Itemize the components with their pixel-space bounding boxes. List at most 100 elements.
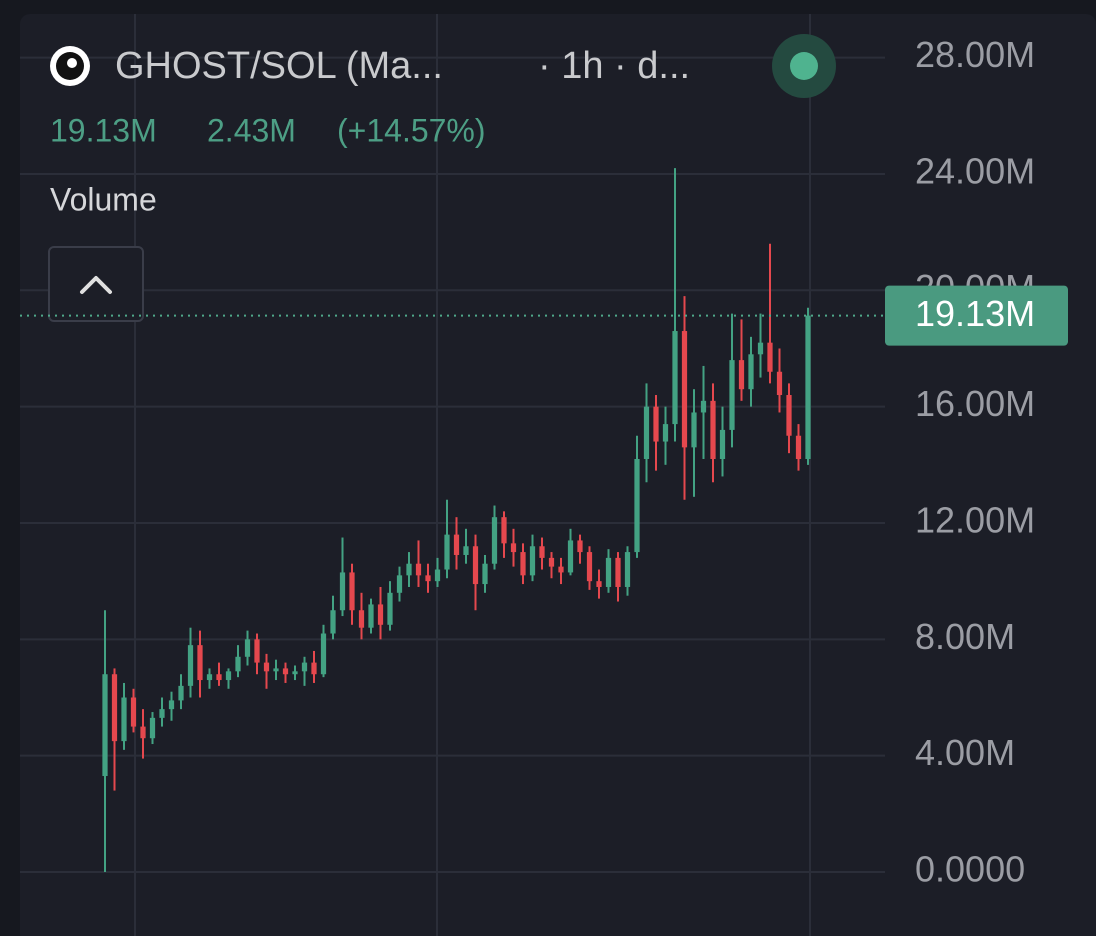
candle-body [691,412,697,448]
candle-body [121,697,127,742]
candle-body [482,563,488,585]
candle-body [149,717,156,739]
candle-body [292,671,298,675]
change: 2.43M [207,112,296,148]
y-tick-label: 12.00M [915,500,1035,541]
candle-body [510,543,517,553]
candle-body [216,674,222,681]
candle-body [301,662,308,672]
candle-body [634,459,640,553]
change-pct: (+14.57%) [337,112,486,148]
candle-body [795,435,802,460]
candles [102,168,811,873]
candle-body [710,400,716,460]
candle-body [330,610,336,634]
logo-eye [67,58,77,68]
candle-body [624,552,631,587]
candle-body [368,604,374,628]
candle-body [425,575,431,582]
candle-body [529,546,536,576]
grid [20,14,885,936]
candle-body [225,671,232,681]
candle-body [111,674,118,742]
candle-body [501,517,507,544]
candle-body [358,610,365,628]
candle-body [719,429,726,460]
candle-body [586,552,593,582]
y-tick-label: 28.00M [915,34,1035,75]
interval: · 1h · d... [538,45,690,87]
candle-body [254,639,260,663]
candle-body [387,592,393,625]
candle-body [757,342,764,355]
candle-body [444,534,450,570]
candle-body [282,668,289,675]
y-tick-label: 8.00M [915,616,1015,657]
candle-body [377,604,384,625]
candle-body [349,572,355,611]
candle-body [539,546,545,558]
candle-body [197,645,203,681]
candle-body [244,639,251,657]
chevron-up [80,276,112,294]
panel [20,14,1096,936]
candle-body [672,331,678,425]
pair-title: GHOST/SOL (Ma... [115,45,443,87]
y-tick-label: 0.0000 [915,849,1025,890]
y-tick-label: 4.00M [915,732,1015,773]
candle-body [681,331,688,448]
candle-body [434,569,441,582]
candle-body [748,354,754,390]
candle-body [577,540,583,553]
candle-body [140,726,146,739]
candle-body [396,575,403,593]
candle-body [520,552,526,576]
y-tick-label: 24.00M [915,150,1035,191]
y-tick-label: 16.00M [915,383,1035,424]
candle-body [491,517,498,564]
candle-body [729,360,735,430]
candle-body [615,557,621,587]
candle-body [805,315,811,460]
overlay: GHOST/SOL (Ma... · 1h · d... 19.13M 2.43… [48,34,836,322]
status-dot[interactable] [790,52,818,80]
candle-body [178,685,184,701]
candle-body [596,581,602,587]
candle-body [273,668,279,672]
candle-body [643,406,650,460]
candle-body [558,566,564,573]
candle-body [567,540,574,573]
candle-body [102,674,108,777]
candle-body [786,395,792,436]
candle-body [339,572,346,611]
price-label-bg [885,285,1068,346]
candle-body [263,662,270,672]
candle-body [159,709,165,718]
candle-body [235,656,241,672]
candle-body [168,700,175,710]
candle-body [662,424,669,442]
price-label: 19.13M [915,293,1035,334]
candle-body [406,563,412,576]
candle-body [472,546,479,585]
candle-body [548,557,555,567]
candle-body [776,371,783,396]
indicator-name: Volume [50,181,157,217]
candle-body [653,406,659,442]
candle-body [415,563,422,576]
candle-body [767,342,773,372]
candle-body [130,697,137,727]
candle-body [187,645,194,686]
candle-body [320,633,327,675]
candle-body [738,360,745,390]
candle-body [605,557,612,587]
candle-body [453,534,460,555]
collapse-button[interactable] [48,246,144,322]
candle-body [311,662,317,675]
candle-body [206,674,213,681]
candle-body [463,546,469,555]
last-value: 19.13M [50,112,157,148]
candle-body [700,400,707,413]
